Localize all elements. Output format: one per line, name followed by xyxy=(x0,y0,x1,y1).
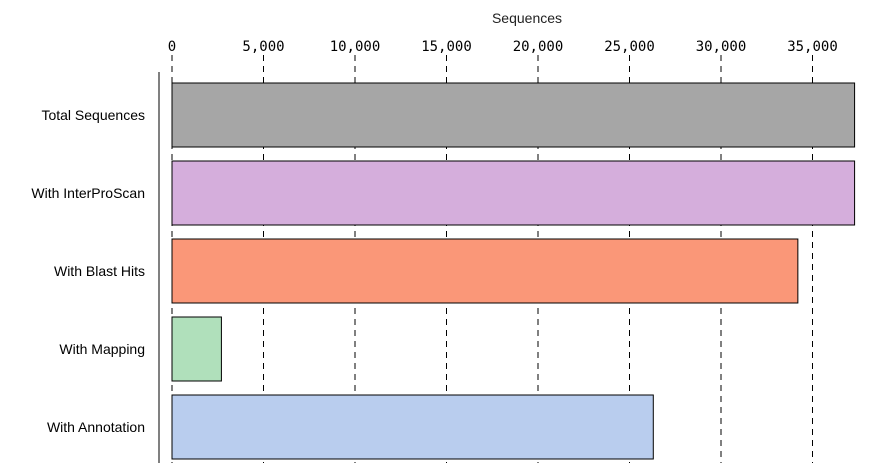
category-label: Total Sequences xyxy=(41,107,145,123)
category-label: With InterProScan xyxy=(31,185,145,201)
bar xyxy=(171,160,856,226)
category-label: With Blast Hits xyxy=(54,263,145,279)
x-tick-label: 5,000 xyxy=(242,39,284,55)
category-label: With Mapping xyxy=(59,341,145,357)
x-tick-label: 25,000 xyxy=(604,39,655,55)
x-axis-tick-labels: 0 5,000 10,000 15,000 20,000 25,000 30,000 35,0… xyxy=(168,39,838,55)
x-tick-label: 30,000 xyxy=(696,39,747,55)
x-tick-label: 10,000 xyxy=(330,39,381,55)
bars xyxy=(171,82,856,460)
x-axis-title: Sequences xyxy=(492,10,562,26)
x-tick-label: 15,000 xyxy=(421,39,472,55)
x-tick-label: 35,000 xyxy=(787,39,838,55)
x-tick-label: 0 xyxy=(168,39,176,55)
x-tick-label: 20,000 xyxy=(513,39,564,55)
category-label: With Annotation xyxy=(47,419,145,435)
category-labels: Total Sequences With InterProScan With Bla… xyxy=(31,107,145,435)
bar xyxy=(171,316,222,382)
bar xyxy=(171,82,856,148)
bar xyxy=(171,394,654,460)
bar xyxy=(171,238,799,304)
